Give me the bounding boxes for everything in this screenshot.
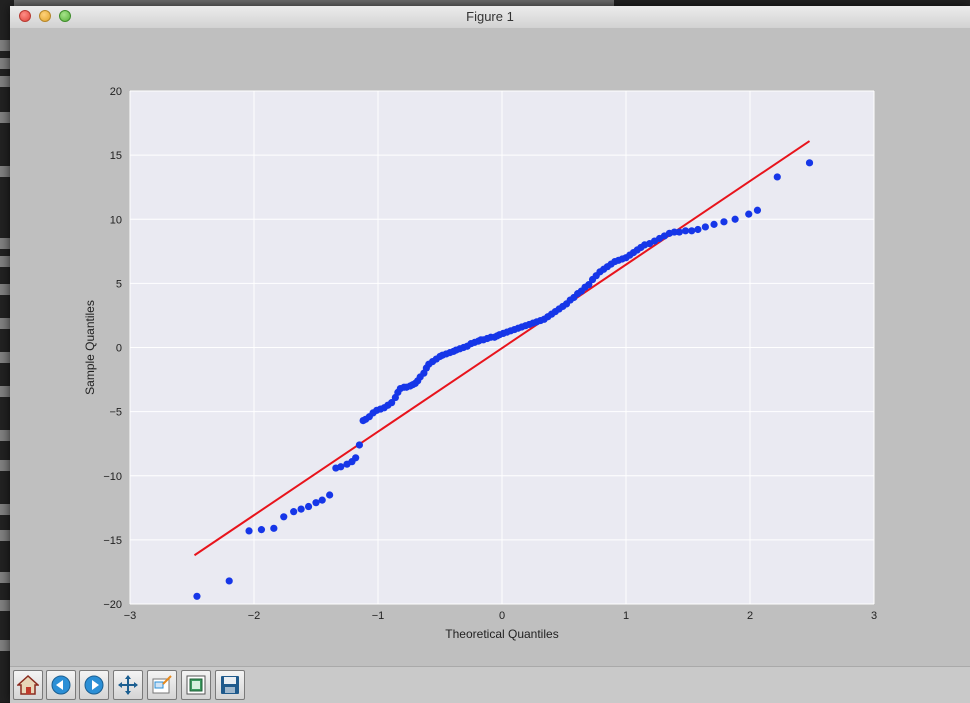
forward-icon bbox=[84, 675, 104, 695]
navigation-toolbar bbox=[10, 666, 970, 703]
data-point bbox=[710, 220, 718, 228]
y-tick-label: 0 bbox=[116, 343, 122, 355]
pan-button[interactable] bbox=[113, 670, 143, 700]
figure-canvas[interactable]: −3 −2 −1 0 1 2 3 20 15 10 5 0 −5 −10 −15 −20 Theoretica… bbox=[10, 28, 970, 666]
terminal-text-line bbox=[0, 572, 14, 583]
data-point bbox=[257, 526, 266, 534]
data-point bbox=[388, 399, 396, 407]
figure-window: Figure 1 −3 −2 −1 0 1 2 3 20 15 10 5 0 −5 −10 −15 −20 T… bbox=[10, 6, 970, 703]
save-icon bbox=[221, 676, 239, 694]
data-point bbox=[773, 173, 781, 181]
terminal-text-line bbox=[0, 530, 14, 541]
configure-subplots-icon bbox=[186, 675, 206, 695]
x-tick-label: 1 bbox=[623, 610, 629, 622]
y-axis-label: Sample Quantiles bbox=[83, 300, 97, 395]
data-point bbox=[304, 502, 313, 511]
x-tick-label: 2 bbox=[747, 610, 753, 622]
data-point bbox=[753, 206, 762, 214]
data-point bbox=[245, 527, 253, 535]
data-point bbox=[585, 281, 593, 289]
data-point bbox=[352, 454, 360, 462]
back-icon bbox=[51, 675, 71, 695]
terminal-text-line bbox=[0, 166, 14, 177]
configure-subplots-button[interactable] bbox=[181, 670, 211, 700]
y-tick-label: 5 bbox=[116, 278, 122, 290]
data-point bbox=[694, 225, 702, 234]
home-button[interactable] bbox=[13, 670, 43, 700]
x-tick-label: −1 bbox=[372, 610, 385, 622]
data-point bbox=[681, 227, 690, 235]
data-point bbox=[326, 491, 334, 499]
terminal-text-line bbox=[0, 430, 14, 441]
data-point bbox=[225, 577, 233, 585]
data-point bbox=[297, 505, 305, 513]
back-button[interactable] bbox=[46, 670, 76, 700]
y-tick-label: −20 bbox=[103, 599, 122, 611]
home-icon bbox=[17, 674, 39, 695]
terminal-text-line bbox=[0, 40, 14, 51]
terminal-text-line bbox=[0, 600, 14, 611]
data-point bbox=[688, 227, 696, 235]
terminal-text-line bbox=[0, 112, 14, 123]
terminal-text-line bbox=[0, 352, 14, 363]
save-button[interactable] bbox=[215, 670, 245, 700]
zoom-button[interactable] bbox=[147, 670, 177, 700]
data-points bbox=[193, 159, 814, 600]
data-point bbox=[701, 223, 709, 231]
x-tick-label: −2 bbox=[248, 610, 261, 622]
terminal-text-line bbox=[0, 238, 14, 249]
window-title: Figure 1 bbox=[466, 9, 514, 24]
data-point bbox=[720, 218, 728, 226]
zoom-icon bbox=[152, 675, 172, 694]
terminal-text-line bbox=[0, 460, 14, 471]
terminal-text-line bbox=[0, 318, 14, 329]
terminal-text-line bbox=[0, 76, 14, 87]
data-point bbox=[280, 513, 288, 521]
data-point bbox=[270, 524, 278, 532]
x-axis-label: Theoretical Quantiles bbox=[445, 627, 558, 641]
terminal-text-line bbox=[0, 256, 14, 267]
data-point bbox=[193, 592, 201, 600]
terminal-text-line bbox=[14, 0, 614, 6]
data-point bbox=[675, 228, 683, 236]
terminal-text-line bbox=[0, 58, 14, 69]
y-tick-label: −10 bbox=[103, 471, 122, 483]
close-button[interactable] bbox=[19, 10, 31, 22]
data-point bbox=[312, 499, 320, 507]
data-point bbox=[290, 508, 298, 516]
minimize-button[interactable] bbox=[39, 10, 51, 22]
data-point bbox=[318, 496, 326, 504]
y-tick-label: 10 bbox=[110, 214, 122, 226]
data-point bbox=[745, 210, 753, 218]
terminal-text-line bbox=[0, 504, 14, 515]
x-tick-label: −3 bbox=[124, 610, 137, 622]
data-point bbox=[670, 228, 678, 236]
y-tick-label: −15 bbox=[103, 535, 122, 547]
terminal-text-line bbox=[0, 640, 14, 651]
y-tick-label: 20 bbox=[110, 86, 122, 98]
terminal-text-line bbox=[0, 386, 14, 397]
forward-button[interactable] bbox=[79, 670, 109, 700]
title-bar[interactable]: Figure 1 bbox=[10, 6, 970, 29]
data-point bbox=[805, 159, 814, 167]
x-tick-label: 0 bbox=[499, 610, 505, 622]
y-tick-label: −5 bbox=[109, 407, 122, 419]
data-point bbox=[355, 441, 363, 449]
y-tick-label: 15 bbox=[110, 150, 122, 162]
data-point bbox=[337, 463, 345, 471]
x-tick-label: 3 bbox=[871, 610, 877, 622]
grid-lines bbox=[129, 90, 875, 605]
pan-icon bbox=[118, 675, 138, 695]
data-point bbox=[731, 215, 739, 223]
maximize-button[interactable] bbox=[59, 10, 71, 22]
reference-line bbox=[193, 140, 811, 557]
terminal-text-line bbox=[0, 284, 14, 295]
